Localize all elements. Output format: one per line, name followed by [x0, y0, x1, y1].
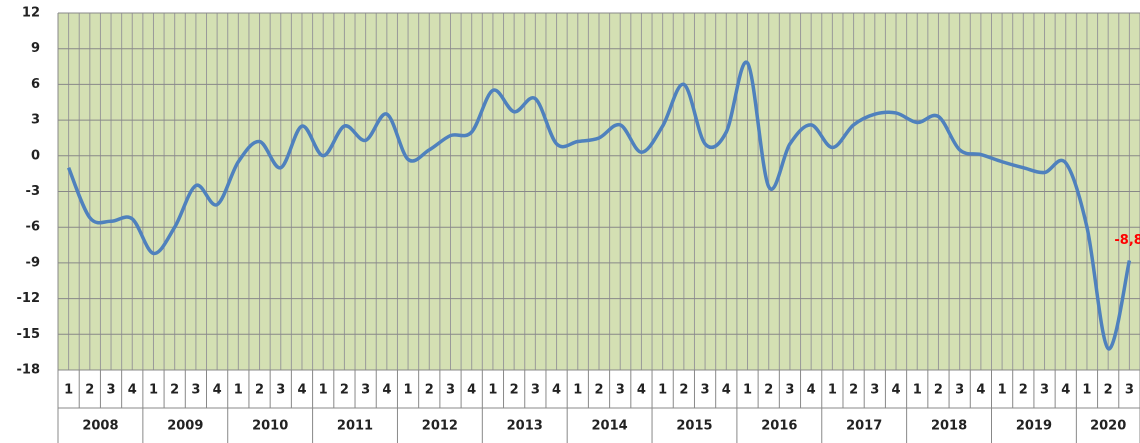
year-label: 2014 — [592, 419, 628, 434]
year-label: 2016 — [761, 419, 797, 434]
quarter-label: 2 — [170, 383, 179, 398]
quarter-label: 3 — [191, 383, 200, 398]
y-tick-label: -6 — [26, 220, 40, 235]
y-tick-label: -9 — [26, 255, 40, 270]
quarter-label: 2 — [679, 383, 688, 398]
y-tick-label: 0 — [31, 148, 40, 163]
quarter-label: 4 — [467, 383, 476, 398]
quarter-label: 2 — [85, 383, 94, 398]
y-tick-label: -18 — [17, 363, 41, 378]
y-tick-label: -3 — [26, 184, 40, 199]
quarter-label: 2 — [934, 383, 943, 398]
year-label: 2019 — [1016, 419, 1052, 434]
quarter-label: 2 — [594, 383, 603, 398]
quarter-label: 1 — [913, 383, 922, 398]
quarter-label: 4 — [976, 383, 985, 398]
quarter-label: 2 — [764, 383, 773, 398]
quarter-label: 1 — [658, 383, 667, 398]
data-label: -8,8 — [1114, 233, 1140, 248]
quarter-label: 3 — [1125, 383, 1134, 398]
quarter-label: 2 — [255, 383, 264, 398]
year-label: 2015 — [676, 419, 712, 434]
quarter-label: 4 — [382, 383, 391, 398]
quarter-label: 1 — [828, 383, 837, 398]
quarter-label: 1 — [234, 383, 243, 398]
quarter-label: 4 — [297, 383, 306, 398]
y-tick-label: -15 — [17, 327, 41, 342]
line — [66, 60, 1132, 351]
quarter-label: 4 — [1061, 383, 1070, 398]
quarter-label: 1 — [64, 383, 73, 398]
quarter-label: 1 — [404, 383, 413, 398]
quarter-label: 1 — [573, 383, 582, 398]
quarter-label: 1 — [998, 383, 1007, 398]
quarter-label: 3 — [276, 383, 285, 398]
quarter-label: 1 — [149, 383, 158, 398]
year-label: 2009 — [167, 419, 203, 434]
quarter-label: 3 — [446, 383, 455, 398]
year-label: 2010 — [252, 419, 288, 434]
quarter-label: 2 — [425, 383, 434, 398]
year-label: 2020 — [1090, 419, 1126, 434]
quarter-label: 4 — [722, 383, 731, 398]
year-label: 2011 — [337, 419, 373, 434]
y-tick-label: 3 — [31, 113, 40, 128]
quarter-label: 3 — [870, 383, 879, 398]
year-label: 2012 — [422, 419, 458, 434]
quarter-label: 1 — [743, 383, 752, 398]
y-tick-label: 6 — [31, 77, 40, 92]
quarter-label: 4 — [552, 383, 561, 398]
quarter-label: 3 — [107, 383, 116, 398]
quarter-label: 2 — [849, 383, 858, 398]
quarter-label: 3 — [1040, 383, 1049, 398]
year-label: 2017 — [846, 419, 882, 434]
quarter-label: 1 — [1082, 383, 1091, 398]
quarter-label: 3 — [785, 383, 794, 398]
quarter-label: 2 — [1104, 383, 1113, 398]
quarter-label: 2 — [1019, 383, 1028, 398]
quarter-label: 3 — [955, 383, 964, 398]
quarter-label: 3 — [361, 383, 370, 398]
quarter-label: 3 — [531, 383, 540, 398]
year-label: 2008 — [82, 419, 118, 434]
year-label: 2018 — [931, 419, 967, 434]
quarter-label: 4 — [891, 383, 900, 398]
quarter-label: 4 — [637, 383, 646, 398]
quarter-label: 2 — [510, 383, 519, 398]
quarter-label: 4 — [213, 383, 222, 398]
y-tick-label: 9 — [31, 41, 40, 56]
quarter-label: 3 — [701, 383, 710, 398]
quarter-label: 4 — [128, 383, 137, 398]
y-tick-label: 12 — [22, 6, 40, 21]
year-label: 2013 — [507, 419, 543, 434]
quarter-label: 4 — [807, 383, 816, 398]
quarter-label: 3 — [616, 383, 625, 398]
quarter-label: 2 — [340, 383, 349, 398]
quarter-label: 1 — [319, 383, 328, 398]
y-tick-label: -12 — [17, 291, 41, 306]
quarter-label: 1 — [488, 383, 497, 398]
